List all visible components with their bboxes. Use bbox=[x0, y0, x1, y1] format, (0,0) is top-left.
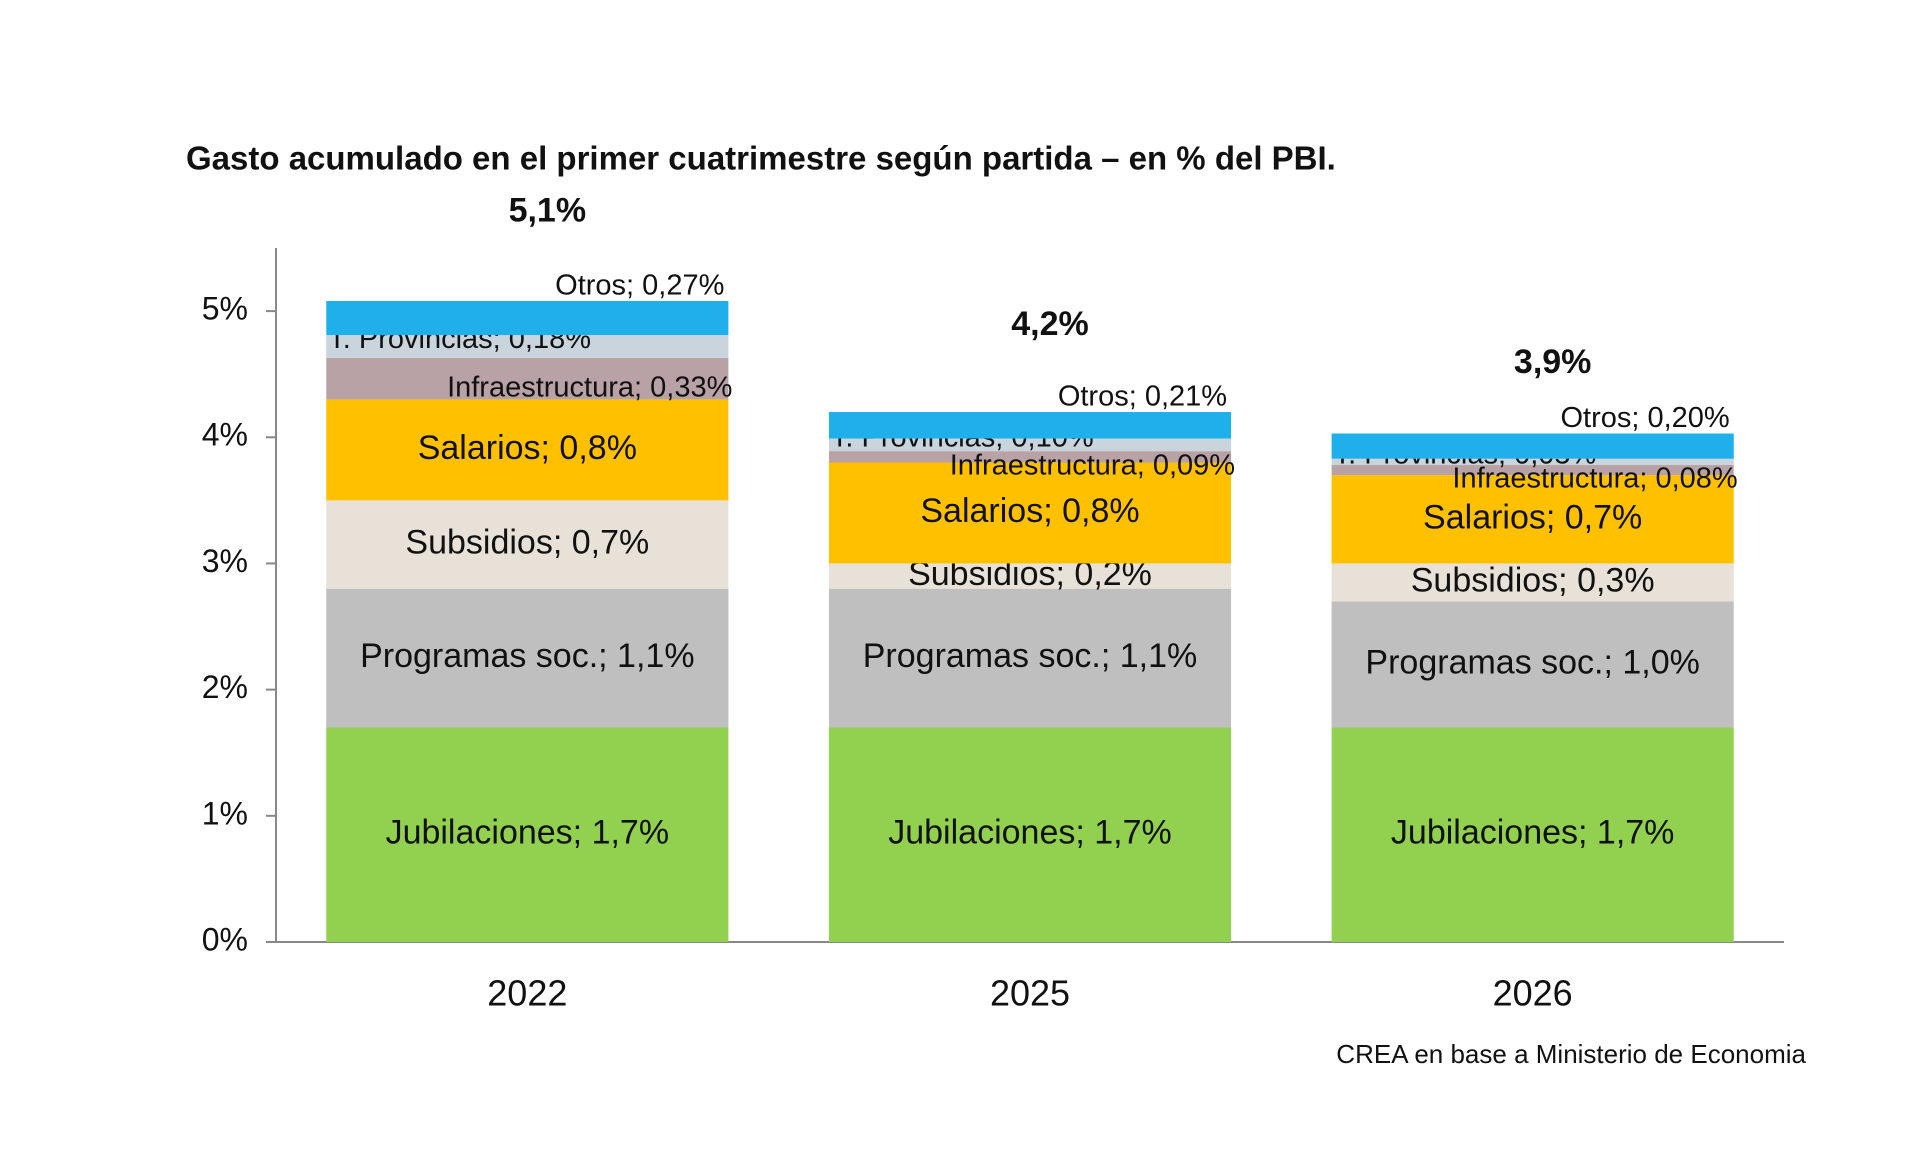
bar-segment bbox=[326, 500, 729, 589]
bar-segment bbox=[1331, 601, 1734, 728]
data-label: Otros; 0,27% bbox=[555, 270, 724, 302]
bar-segment bbox=[1331, 727, 1734, 942]
bar-segment bbox=[326, 335, 729, 358]
y-tick-label: 2% bbox=[202, 669, 248, 705]
data-label: Jubilaciones; 1,7% bbox=[1391, 814, 1675, 852]
bar-segment bbox=[1331, 563, 1734, 602]
x-tick-label: 2026 bbox=[1493, 973, 1573, 1014]
data-label: Salarios; 0,7% bbox=[1423, 498, 1642, 536]
bar-segment bbox=[326, 588, 729, 728]
bar-segment bbox=[1331, 465, 1734, 476]
bar-segment bbox=[828, 438, 1232, 452]
bar-segment bbox=[828, 412, 1232, 439]
total-label: 5,1% bbox=[509, 191, 587, 229]
data-label: Infraestructura; 0,33% bbox=[447, 371, 732, 403]
data-label: Otros; 0,20% bbox=[1560, 402, 1729, 434]
data-label: Programas soc.; 1,0% bbox=[1365, 643, 1699, 681]
bar-segment bbox=[828, 451, 1232, 463]
x-tick-label: 2022 bbox=[487, 973, 567, 1014]
data-label: Programas soc.; 1,1% bbox=[360, 637, 694, 675]
total-label: 4,2% bbox=[1011, 305, 1089, 343]
data-label: Programas soc.; 1,1% bbox=[863, 637, 1197, 675]
data-label: Otros; 0,21% bbox=[1058, 381, 1227, 413]
bar-segment bbox=[828, 462, 1232, 564]
y-tick-label: 1% bbox=[202, 795, 248, 831]
bar-segment bbox=[326, 727, 729, 942]
x-tick-label: 2025 bbox=[990, 973, 1070, 1014]
y-tick-label: 0% bbox=[202, 921, 248, 957]
data-label: Jubilaciones; 1,7% bbox=[386, 814, 670, 852]
bar-segment bbox=[1331, 475, 1734, 564]
bar-segment bbox=[326, 357, 729, 400]
data-label: Infraestructura; 0,08% bbox=[1452, 463, 1737, 495]
data-label: Subsidios; 0,3% bbox=[1411, 561, 1655, 599]
bar-segment bbox=[1331, 458, 1734, 466]
data-label: Salarios; 0,8% bbox=[920, 492, 1139, 530]
bar-segment bbox=[828, 727, 1232, 942]
total-label: 3,9% bbox=[1514, 343, 1592, 381]
bar-segment bbox=[326, 300, 729, 336]
bar-segment bbox=[828, 588, 1232, 728]
y-tick-label: 5% bbox=[202, 291, 248, 327]
chart-title: Gasto acumulado en el primer cuatrimestr… bbox=[186, 140, 1336, 177]
data-label: Infraestructura; 0,09% bbox=[950, 449, 1235, 481]
y-tick-label: 3% bbox=[202, 543, 248, 579]
data-label: Subsidios; 0,7% bbox=[405, 524, 649, 562]
data-label: Salarios; 0,8% bbox=[418, 429, 637, 467]
bar-segment bbox=[326, 399, 729, 501]
bar-segment bbox=[1331, 433, 1734, 459]
data-label: Jubilaciones; 1,7% bbox=[888, 814, 1172, 852]
y-tick-label: 4% bbox=[202, 417, 248, 453]
bar-segment bbox=[828, 563, 1232, 589]
source: CREA en base a Ministerio de Economia bbox=[1336, 1039, 1806, 1069]
